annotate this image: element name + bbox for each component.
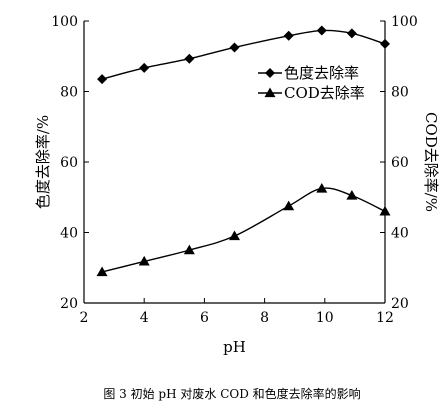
- data-point-triangle: [316, 182, 328, 193]
- figure-caption: 图 3 初始 pH 对废水 COD 和色度去除率的影响: [103, 386, 360, 401]
- left-y-tick-label: 60: [60, 155, 78, 171]
- x-tick-label: 10: [316, 310, 334, 326]
- data-point-diamond: [380, 38, 390, 49]
- right-y-tick-label: 60: [391, 155, 409, 171]
- x-tick-label: 4: [140, 310, 149, 326]
- x-axis-title: pH: [223, 338, 246, 356]
- left-y-axis-title: 色度去除率/%: [34, 115, 52, 209]
- legend-marker-triangle: [264, 87, 276, 98]
- x-tick-label: 6: [200, 310, 209, 326]
- series-layer: [96, 25, 391, 277]
- right-y-tick-label: 40: [391, 226, 409, 242]
- data-point-diamond: [229, 42, 240, 53]
- data-point-triangle: [96, 266, 108, 277]
- right-y-tick-label: 80: [391, 85, 409, 101]
- data-point-diamond: [139, 62, 150, 73]
- data-point-diamond: [97, 74, 108, 85]
- data-point-diamond: [346, 28, 357, 39]
- x-tick-label: 8: [260, 310, 269, 326]
- x-tick-label: 2: [80, 310, 89, 326]
- data-point-triangle: [229, 230, 240, 241]
- legend-label-color-removal: 色度去除率: [284, 64, 359, 82]
- data-point-triangle: [379, 205, 391, 216]
- data-point-diamond: [316, 25, 327, 36]
- right-y-tick-label: 100: [391, 14, 418, 30]
- left-y-tick-label: 20: [60, 296, 78, 312]
- legend: 色度去除率 COD去除率: [258, 64, 365, 102]
- data-point-triangle: [138, 255, 150, 266]
- data-point-diamond: [184, 53, 195, 64]
- right-y-tick-label: 20: [391, 296, 409, 312]
- data-point-diamond: [283, 30, 294, 41]
- left-y-tick-label: 40: [60, 226, 78, 242]
- series-line-1: [101, 187, 386, 273]
- legend-label-cod-removal: COD去除率: [284, 84, 365, 102]
- data-point-triangle: [283, 200, 295, 211]
- data-point-triangle: [183, 244, 195, 255]
- left-y-tick-label: 80: [60, 85, 78, 101]
- legend-marker-diamond: [265, 68, 275, 78]
- data-point-triangle: [346, 189, 358, 200]
- x-tick-label: 12: [376, 310, 394, 326]
- right-y-axis-title: COD去除率/%: [422, 112, 440, 212]
- left-y-tick-label: 100: [51, 14, 78, 30]
